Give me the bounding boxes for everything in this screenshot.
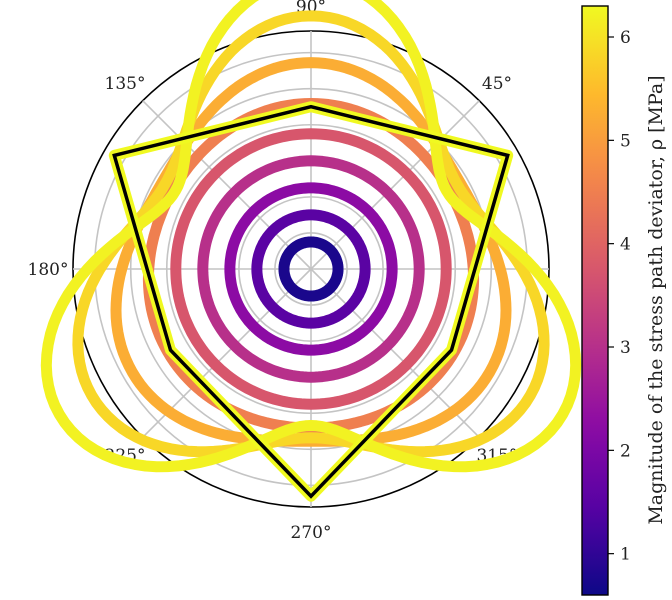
stress-path-contour [278,236,344,302]
colorbar: 1 2 3 4 5 6 Magnitude of the stress path devia… [581,5,667,596]
colorbar-tick-label: 1 [620,545,631,565]
stress-path-contour [72,10,550,458]
angle-tick-label: 270° [291,523,332,543]
angle-tick-label: 180° [28,260,69,280]
colorbar-tick-label: 4 [620,235,631,255]
angular-grid-line [310,100,480,270]
colorbar-tick-label: 5 [620,131,631,151]
angular-grid-line [142,100,312,270]
colorbar-tick-label: 2 [620,441,631,461]
colorbar-tick-label: 3 [620,338,631,358]
yield-surface-boundary [112,104,510,499]
stress-path-contour [110,57,512,447]
stress-path-contour [224,182,398,356]
stress-path-contour [251,209,371,329]
angle-tick-label: 45° [482,74,512,94]
stress-path-contour [197,155,425,383]
colorbar-title: Magnitude of the stress path deviator, ρ… [645,75,667,524]
polar-axes: 45°90°135°180°225°270°315° [28,0,582,543]
colorbar-gradient [581,5,609,596]
stress-path-contour [170,128,452,410]
angle-tick-label: 135° [105,74,146,94]
stress-path-contour [40,0,582,473]
colorbar-tick-label: 6 [620,28,631,48]
